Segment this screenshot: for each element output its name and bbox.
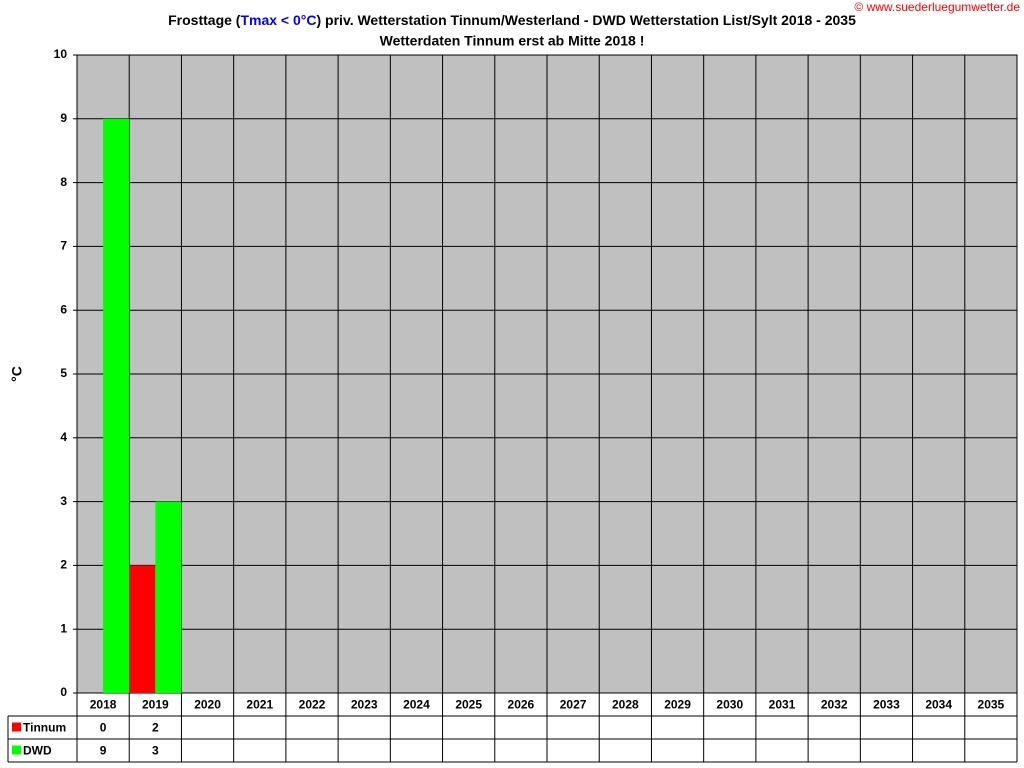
y-tick-label: 0 — [60, 685, 67, 699]
x-tick-label: 2026 — [508, 698, 535, 712]
x-tick-label: 2033 — [873, 698, 900, 712]
y-tick-label: 4 — [60, 430, 67, 444]
y-axis-label: °C — [9, 366, 25, 382]
x-tick-label: 2032 — [821, 698, 848, 712]
x-tick-label: 2028 — [612, 698, 639, 712]
watermark: © www.suederluegumwetter.de — [854, 0, 1020, 14]
y-tick-label: 7 — [60, 239, 67, 253]
y-tick-label: 8 — [60, 175, 67, 189]
x-tick-label: 2035 — [978, 698, 1005, 712]
y-tick-label: 3 — [60, 494, 67, 508]
x-tick-label: 2021 — [246, 698, 273, 712]
table-value: 9 — [100, 744, 107, 758]
x-tick-label: 2020 — [194, 698, 221, 712]
y-tick-label: 2 — [60, 558, 67, 572]
title-part: Tmax < 0°C — [240, 12, 316, 28]
title-part: ) priv. Wetterstation Tinnum/Westerland … — [317, 12, 857, 28]
y-tick-label: 9 — [60, 111, 67, 125]
legend-swatch — [12, 745, 21, 755]
y-tick-label: 6 — [60, 302, 67, 316]
legend-label: DWD — [23, 744, 52, 758]
x-tick-label: 2029 — [664, 698, 691, 712]
table-value: 0 — [100, 721, 107, 735]
x-tick-label: 2025 — [455, 698, 482, 712]
bar — [103, 118, 130, 694]
x-tick-label: 2027 — [560, 698, 587, 712]
chart-title: Frosttage (Tmax < 0°C) priv. Wetterstati… — [168, 12, 856, 28]
title-part: Frosttage ( — [168, 12, 241, 28]
y-tick-label: 5 — [60, 366, 67, 380]
y-tick-label: 10 — [54, 47, 68, 61]
bar — [155, 501, 182, 693]
bar — [129, 565, 156, 693]
x-tick-label: 2018 — [90, 698, 117, 712]
table-value: 2 — [152, 721, 159, 735]
x-tick-label: 2023 — [351, 698, 378, 712]
x-tick-label: 2030 — [716, 698, 743, 712]
x-tick-label: 2019 — [142, 698, 169, 712]
x-tick-label: 2034 — [925, 698, 952, 712]
x-tick-label: 2031 — [769, 698, 796, 712]
chart-subtitle: Wetterdaten Tinnum erst ab Mitte 2018 ! — [380, 33, 645, 49]
legend-swatch — [12, 722, 21, 732]
x-tick-label: 2022 — [299, 698, 326, 712]
x-tick-label: 2024 — [403, 698, 430, 712]
legend-label: Tinnum — [23, 721, 66, 735]
table-value: 3 — [152, 744, 159, 758]
y-tick-label: 1 — [60, 621, 67, 635]
